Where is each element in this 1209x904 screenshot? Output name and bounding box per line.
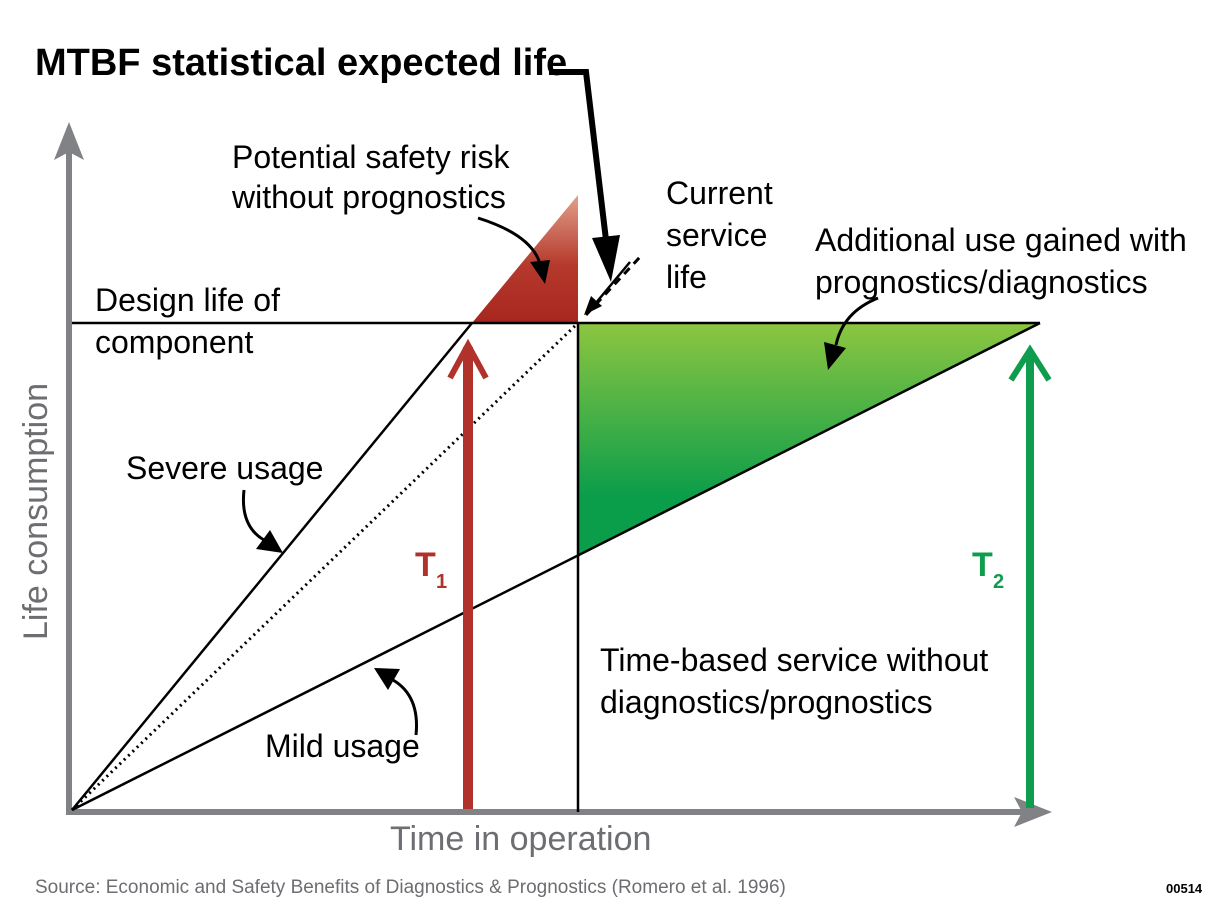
- diagram-title: MTBF statistical expected life: [35, 42, 567, 84]
- t1-label: T: [415, 546, 436, 584]
- severe-usage-pointer: [241, 489, 283, 553]
- t2-arrow: [1008, 344, 1052, 808]
- time-based-label-line1: Time-based service without: [600, 642, 988, 678]
- design-life-label-line1: Design life of: [95, 282, 280, 318]
- current-service-label-line3: life: [666, 259, 707, 295]
- mtbf-callout-arrow: [549, 69, 620, 282]
- safety-risk-label-line2: without prognostics: [231, 179, 506, 215]
- design-life-label-line2: component: [95, 324, 253, 360]
- source-citation: Source: Economic and Safety Benefits of …: [35, 877, 786, 898]
- t2-subscript: 2: [993, 571, 1004, 593]
- mild-usage-line: [71, 321, 1041, 812]
- severe-usage-label: Severe usage: [126, 450, 323, 486]
- safety-risk-label-line1: Potential safety risk: [232, 139, 510, 175]
- x-axis-label: Time in operation: [390, 820, 651, 858]
- time-based-label-line2: diagnostics/prognostics: [600, 684, 933, 720]
- figure-code: 00514: [1166, 881, 1203, 896]
- mild-usage-pointer: [374, 668, 419, 736]
- severe-usage-line: [71, 322, 473, 811]
- mild-usage-label: Mild usage: [265, 728, 420, 764]
- additional-use-label-line2: prognostics/diagnostics: [815, 264, 1148, 300]
- y-axis: [54, 122, 84, 812]
- current-service-pointer: [584, 261, 631, 315]
- x-axis: [66, 797, 1052, 827]
- safety-risk-pointer: [477, 216, 550, 284]
- t1-subscript: 1: [436, 571, 447, 593]
- t1-arrow: [447, 338, 489, 809]
- safety-risk-triangle: [472, 195, 578, 323]
- additional-use-pointer: [824, 296, 879, 370]
- additional-use-label-line1: Additional use gained with: [815, 222, 1187, 258]
- t2-label: T: [972, 546, 993, 584]
- current-service-label-line1: Current: [666, 175, 773, 211]
- y-axis-label: Life consumption: [17, 383, 55, 640]
- current-service-label-line2: service: [666, 217, 767, 253]
